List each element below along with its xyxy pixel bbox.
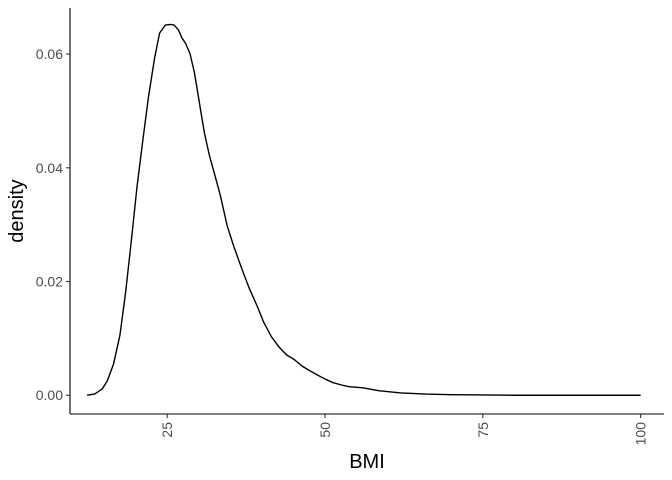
y-axis-ticks: 0.00 0.02 0.04 0.06 xyxy=(36,46,70,403)
x-tick-label: 25 xyxy=(159,422,175,438)
x-axis-ticks: 25 50 75 100 xyxy=(159,414,649,446)
y-tick-label: 0.06 xyxy=(36,46,63,62)
plot-panel xyxy=(86,23,641,396)
y-tick-label: 0.00 xyxy=(36,387,63,403)
x-tick-label: 50 xyxy=(317,422,333,438)
x-tick-label: 100 xyxy=(633,422,649,446)
y-axis-title: density xyxy=(6,179,28,242)
y-tick-label: 0.02 xyxy=(36,274,63,290)
x-tick-label: 75 xyxy=(475,422,491,438)
x-axis-title: BMI xyxy=(349,451,385,473)
density-curve xyxy=(86,23,641,396)
y-tick-label: 0.04 xyxy=(36,160,63,176)
